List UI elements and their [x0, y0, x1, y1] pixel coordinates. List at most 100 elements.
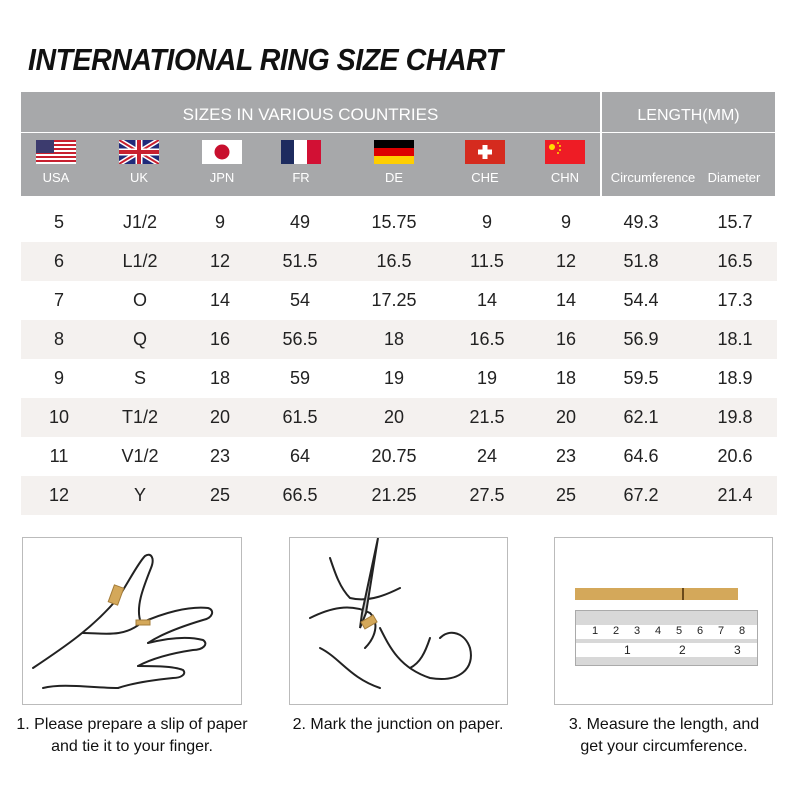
- table-cell: 19.8: [717, 407, 753, 427]
- table-cell: 61.5: [282, 407, 318, 427]
- ruler-tick-label: 8: [739, 625, 746, 637]
- table-cell: 20.6: [717, 446, 753, 466]
- table-cell: 19: [383, 368, 405, 388]
- step3-line2: get your circumference.: [580, 738, 748, 755]
- step2-illustration: [289, 537, 508, 705]
- ruler-tick-label: 4: [655, 625, 662, 637]
- table-cell: 15.75: [371, 212, 417, 232]
- table-cell: 16: [555, 329, 577, 349]
- table-row: 10 T1/2 20 61.5 20 21.5 20 62.1 19.8: [21, 398, 777, 437]
- japan-flag-icon: [202, 140, 242, 164]
- ruler-tick-label: 3: [634, 625, 641, 637]
- table-cell: 12: [209, 251, 231, 271]
- table-cell: 20: [555, 407, 577, 427]
- ruler-tick-label: 3: [734, 643, 741, 657]
- table-row: 9 S 18 59 19 19 18 59.5 18.9: [21, 359, 777, 398]
- col-circumference: Circumference: [610, 170, 696, 185]
- table-cell: 14: [555, 290, 577, 310]
- table-cell: 6: [53, 251, 64, 271]
- table-cell: V1/2: [121, 446, 159, 466]
- china-flag-icon: [545, 140, 585, 164]
- table-cell: 21.25: [371, 485, 417, 505]
- table-cell: 14: [209, 290, 231, 310]
- table-cell: 8: [53, 329, 64, 349]
- uk-flag-icon: [119, 140, 159, 164]
- table-cell: 54: [289, 290, 311, 310]
- col-usa: USA: [42, 170, 70, 185]
- step3-caption: 3. Measure the length, and get your circu…: [534, 714, 794, 758]
- table-cell: 24: [476, 446, 498, 466]
- table-cell: 49: [289, 212, 311, 232]
- table-cell: 9: [214, 212, 225, 232]
- table-cell: 64: [289, 446, 311, 466]
- table-cell: 21.4: [717, 485, 753, 505]
- table-cell: 16.5: [717, 251, 753, 271]
- step3-line1: 3. Measure the length, and: [568, 716, 760, 733]
- table-cell: 16: [209, 329, 231, 349]
- col-diameter: Diameter: [707, 170, 761, 185]
- step2-caption: 2. Mark the junction on paper.: [270, 714, 526, 736]
- table-cell: O: [132, 290, 147, 310]
- table-cell: 19: [476, 368, 498, 388]
- col-fr: FR: [292, 170, 310, 185]
- table-cell: T1/2: [121, 407, 159, 427]
- table-row: 12 Y 25 66.5 21.25 27.5 25 67.2 21.4: [21, 476, 777, 515]
- table-row: 6 L1/2 12 51.5 16.5 11.5 12 51.8 16.5: [21, 242, 777, 281]
- table-cell: 56.9: [623, 329, 659, 349]
- step1-caption: 1. Please prepare a slip of paper and tie…: [2, 714, 262, 758]
- table-cell: 54.4: [623, 290, 659, 310]
- table-cell: Y: [133, 485, 146, 505]
- table-cell: 18: [383, 329, 405, 349]
- col-jpn: JPN: [209, 170, 235, 185]
- table-row: 8 Q 16 56.5 18 16.5 16 56.9 18.1: [21, 320, 777, 359]
- table-cell: J1/2: [122, 212, 158, 232]
- table-cell: 14: [476, 290, 498, 310]
- length-header: LENGTH(MM): [637, 107, 740, 124]
- table-cell: 23: [209, 446, 231, 466]
- ruler-tick-label: 5: [676, 625, 683, 637]
- table-cell: 11: [49, 446, 69, 466]
- table-cell: 23: [555, 446, 577, 466]
- table-cell: 21.5: [469, 407, 505, 427]
- table-cell: 20: [209, 407, 231, 427]
- table-cell: 62.1: [623, 407, 659, 427]
- table-cell: 18: [209, 368, 231, 388]
- step1-line1: 1. Please prepare a slip of paper: [16, 716, 248, 733]
- table-row: 7 O 14 54 17.25 14 14 54.4 17.3: [21, 281, 777, 320]
- switzerland-flag-icon: [465, 140, 505, 164]
- usa-flag-icon: [36, 140, 76, 164]
- table-cell: 12: [48, 485, 70, 505]
- step1-illustration: [22, 537, 242, 705]
- table-cell: 5: [53, 212, 64, 232]
- table-cell: 7: [53, 290, 64, 310]
- france-flag-icon: [281, 140, 321, 164]
- ruler-tick-label: 2: [679, 643, 686, 657]
- table-cell: 25: [555, 485, 577, 505]
- table-row: 5 J1/2 9 49 15.75 9 9 49.3 15.7: [21, 203, 777, 242]
- table-cell: 20: [383, 407, 405, 427]
- header-divider-h: [21, 132, 775, 133]
- col-de: DE: [384, 170, 404, 185]
- page-title: INTERNATIONAL RING SIZE CHART: [28, 42, 503, 77]
- table-cell: Q: [132, 329, 147, 349]
- table-cell: 16.5: [469, 329, 505, 349]
- table-cell: 51.8: [623, 251, 659, 271]
- marking-pen-icon: [309, 537, 472, 689]
- step1-line2: and tie it to your finger.: [51, 738, 213, 755]
- col-chn: CHN: [550, 170, 580, 185]
- table-cell: 16.5: [376, 251, 412, 271]
- ruler-tick-label: 1: [592, 625, 599, 637]
- table-cell: 64.6: [623, 446, 659, 466]
- table-cell: 56.5: [282, 329, 318, 349]
- table-cell: 15.7: [717, 212, 753, 232]
- table-cell: 59: [289, 368, 311, 388]
- table-cell: 18.9: [717, 368, 753, 388]
- table-cell: L1/2: [122, 251, 158, 271]
- col-uk: UK: [129, 170, 149, 185]
- table-cell: 11.5: [470, 251, 504, 271]
- table-cell: 12: [555, 251, 577, 271]
- germany-flag-icon: [374, 140, 414, 164]
- table-cell: 18: [555, 368, 577, 388]
